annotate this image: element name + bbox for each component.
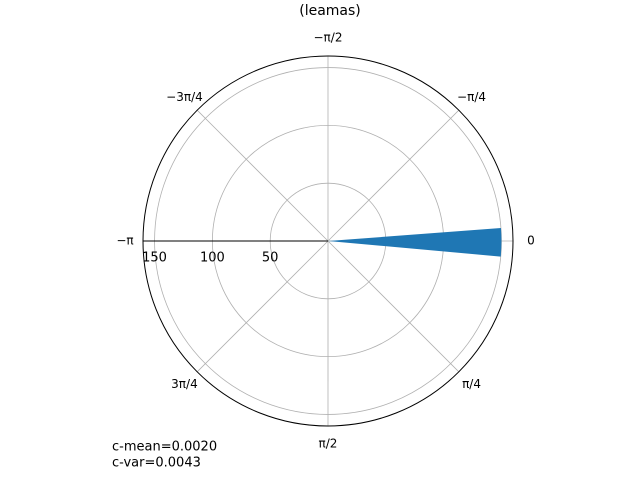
x-tick-label: −3π/4 (166, 90, 203, 104)
grid-line (327, 109, 460, 242)
y-tick-label: 50 (262, 251, 279, 266)
grid-line (327, 240, 460, 373)
bar (328, 228, 502, 257)
x-tick-label: 0 (527, 234, 535, 248)
x-tick-label: π/2 (319, 437, 338, 451)
annotation: c-var=0.0043 (112, 456, 201, 471)
chart-title: (leamas) (299, 3, 361, 19)
y-tick-label: 150 (142, 251, 167, 266)
x-tick-label: −π/2 (314, 31, 343, 45)
grid-line (196, 240, 329, 373)
x-tick-label: 3π/4 (171, 377, 198, 391)
x-tick-label: −π/4 (457, 90, 486, 104)
x-tick-label: −π (116, 233, 133, 247)
y-tick-label: 100 (200, 251, 225, 266)
x-tick-label: π/4 (462, 377, 481, 391)
grid-line (196, 109, 329, 242)
annotation: c-mean=0.0020 (112, 440, 217, 455)
